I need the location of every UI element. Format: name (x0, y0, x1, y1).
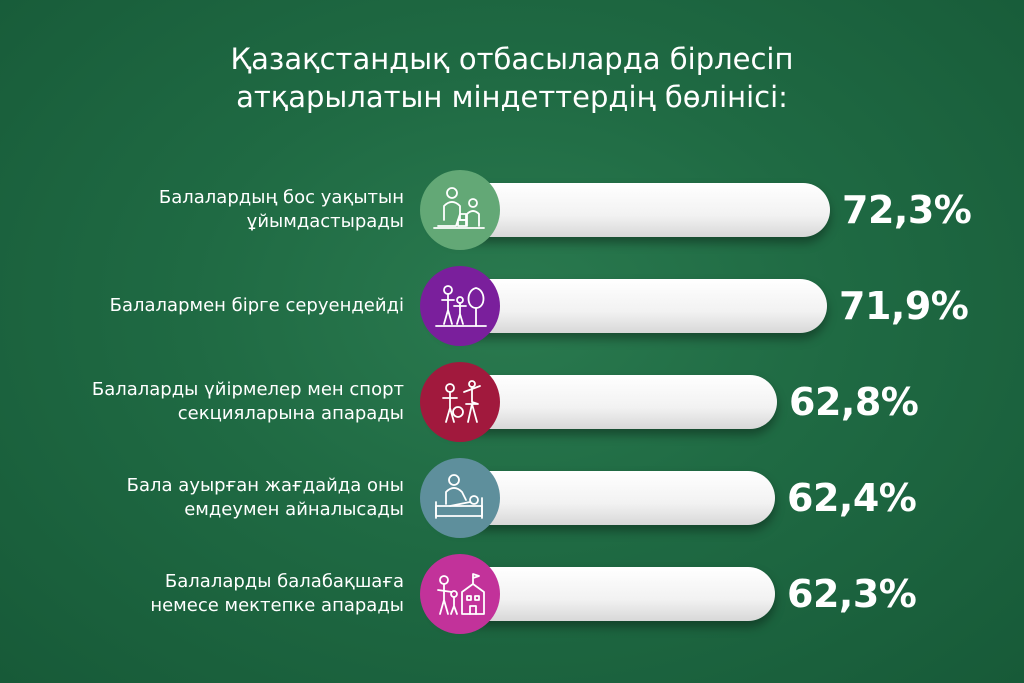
bar-row: Балалардың бос уақытын ұйымдастырады 72,… (0, 170, 1024, 250)
category-label-line: немесе мектепке апарады (150, 595, 404, 616)
category-label-line: Балаларды үйірмелер мен спорт (91, 379, 404, 400)
category-label: Балалармен бірге серуендейді (74, 266, 404, 346)
category-label-line: Балалармен бірге серуендейді (109, 295, 404, 316)
parent-child-school-icon (420, 554, 500, 634)
category-label-line: ұйымдастырады (246, 211, 404, 232)
category-label-line: секцияларына апарады (177, 403, 404, 424)
category-label: Балалардың бос уақытын ұйымдастырады (74, 170, 404, 250)
bar-row: Балалармен бірге серуендейді 71,9% (0, 266, 1024, 346)
category-label-line: Балалардың бос уақытын (158, 187, 404, 208)
value-label: 72,3% (842, 188, 972, 232)
chart-title: Қазақстандық отбасыларда бірлесіп атқары… (0, 40, 1024, 116)
family-walk-tree-icon (420, 266, 500, 346)
parent-child-playing-icon (420, 170, 500, 250)
parent-caring-sick-child-icon (420, 458, 500, 538)
category-label: Бала ауырған жағдайда оны емдеумен айнал… (74, 458, 404, 538)
chart-title-line-1: Қазақстандық отбасыларда бірлесіп (230, 42, 794, 76)
category-label: Балаларды үйірмелер мен спорт секциялары… (74, 362, 404, 442)
bar-row: Балаларды үйірмелер мен спорт секциялары… (0, 362, 1024, 442)
bar-row: Балаларды балабақшаға немесе мектепке ап… (0, 554, 1024, 634)
value-label: 62,4% (787, 476, 917, 520)
value-label: 62,8% (789, 380, 919, 424)
category-label: Балаларды балабақшаға немесе мектепке ап… (74, 554, 404, 634)
value-label: 71,9% (839, 284, 969, 328)
value-label: 62,3% (787, 572, 917, 616)
category-label-line: емдеумен айналысады (184, 499, 404, 520)
category-label-line: Бала ауырған жағдайда оны (126, 475, 404, 496)
children-sports-ballet-icon (420, 362, 500, 442)
bar-row: Бала ауырған жағдайда оны емдеумен айнал… (0, 458, 1024, 538)
category-label-line: Балаларды балабақшаға (164, 571, 404, 592)
chart-title-line-2: атқарылатын міндеттердің бөлінісі: (236, 80, 788, 114)
